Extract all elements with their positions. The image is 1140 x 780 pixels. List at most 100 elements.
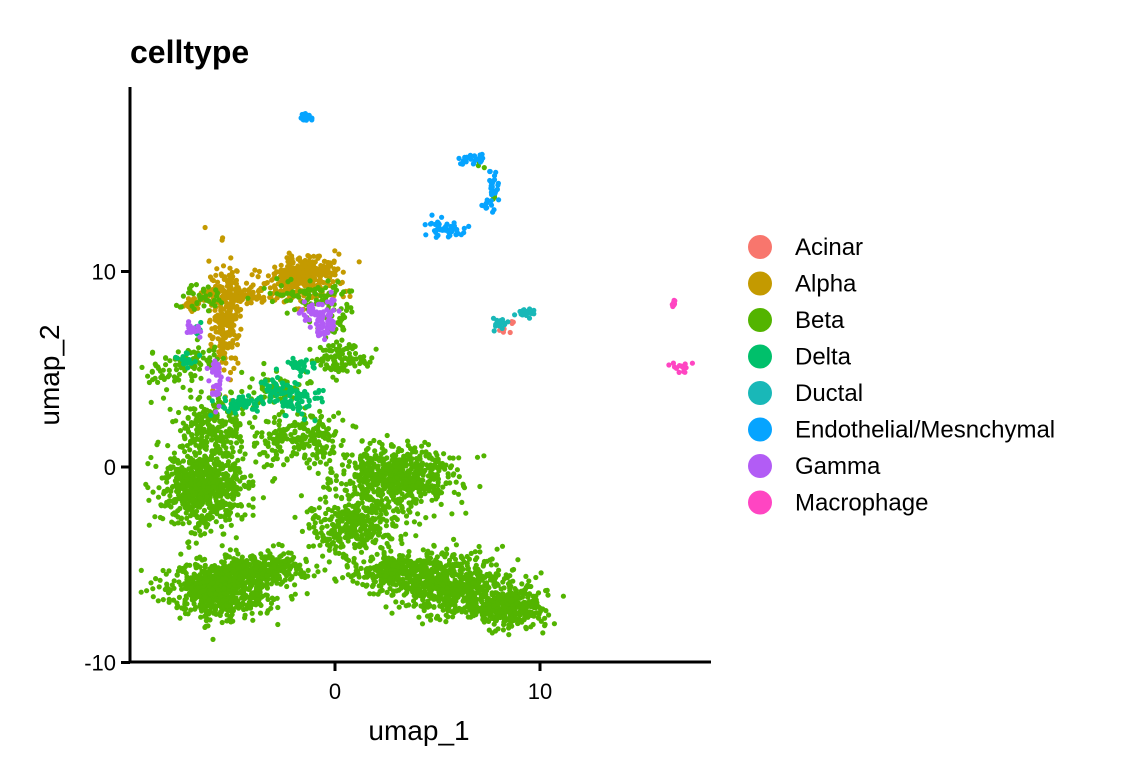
data-point — [218, 483, 224, 489]
data-point — [509, 567, 515, 573]
data-point — [320, 423, 326, 430]
data-point — [249, 554, 255, 560]
data-point — [244, 579, 250, 585]
data-point — [234, 268, 240, 274]
data-point — [236, 333, 242, 339]
data-point — [370, 556, 376, 562]
data-point — [209, 476, 215, 482]
data-point — [222, 490, 228, 497]
data-point — [370, 539, 376, 545]
data-point — [361, 559, 367, 565]
data-point — [229, 487, 236, 493]
data-point — [150, 489, 156, 495]
data-point — [192, 406, 198, 412]
data-point — [189, 597, 195, 603]
data-point — [470, 612, 476, 618]
data-point — [327, 450, 333, 457]
data-point — [365, 445, 371, 451]
data-point — [449, 511, 455, 517]
data-point — [240, 600, 246, 606]
data-point — [145, 484, 151, 491]
data-point — [403, 603, 409, 609]
data-point — [417, 488, 423, 495]
data-point — [391, 452, 397, 458]
data-point — [168, 504, 174, 510]
data-point — [240, 411, 246, 417]
data-point — [473, 562, 479, 568]
data-point — [393, 599, 399, 605]
data-point — [282, 558, 288, 564]
data-point — [308, 505, 315, 512]
data-point — [288, 593, 294, 600]
data-point — [431, 542, 437, 548]
data-point — [331, 534, 337, 541]
data-point — [212, 608, 218, 614]
data-point — [215, 603, 221, 609]
data-point — [289, 268, 295, 274]
data-point — [422, 588, 428, 595]
data-point — [174, 488, 180, 494]
data-point — [185, 453, 191, 459]
data-point — [237, 294, 243, 300]
data-point — [321, 517, 328, 523]
data-point — [379, 502, 385, 508]
data-point — [213, 456, 219, 462]
data-point — [454, 467, 460, 473]
data-point — [413, 449, 419, 455]
data-point — [138, 567, 144, 574]
data-point — [210, 580, 216, 586]
data-point — [252, 267, 258, 273]
data-point — [188, 394, 194, 400]
data-point — [351, 518, 358, 525]
data-point — [306, 253, 312, 259]
data-point — [390, 494, 396, 500]
data-point — [177, 505, 183, 512]
data-point — [213, 477, 219, 483]
data-point — [390, 581, 396, 587]
data-point — [153, 463, 159, 469]
data-point — [198, 470, 204, 476]
data-point — [443, 480, 449, 487]
data-point — [421, 584, 427, 590]
data-point — [205, 623, 211, 629]
data-point — [317, 496, 323, 502]
data-point — [205, 521, 211, 528]
data-point — [204, 494, 210, 500]
data-point — [242, 615, 248, 621]
data-point — [509, 606, 516, 612]
data-point — [530, 621, 536, 628]
data-point — [266, 554, 273, 560]
data-point — [435, 482, 441, 488]
data-point — [506, 632, 512, 638]
data-point — [221, 590, 228, 596]
data-point — [359, 438, 365, 444]
data-point — [189, 469, 195, 475]
data-point — [339, 279, 345, 285]
data-point — [454, 561, 461, 567]
data-point — [386, 504, 392, 510]
data-point — [217, 450, 223, 456]
data-point — [242, 451, 248, 457]
data-point — [179, 443, 185, 449]
data-point — [451, 489, 457, 495]
data-point — [433, 450, 439, 456]
data-point — [297, 562, 303, 568]
data-point — [399, 565, 405, 571]
data-point — [267, 432, 273, 438]
data-point — [480, 563, 486, 569]
data-point — [226, 583, 232, 589]
data-point — [381, 533, 387, 539]
data-point — [198, 490, 204, 496]
data-point — [536, 604, 542, 610]
data-point — [420, 558, 427, 564]
data-point — [219, 273, 225, 279]
data-point — [267, 285, 273, 291]
data-point — [468, 604, 474, 611]
data-point — [215, 565, 221, 571]
data-point — [214, 266, 220, 272]
data-point — [203, 419, 209, 425]
data-point — [227, 265, 233, 271]
data-point — [188, 607, 194, 613]
data-point — [325, 259, 331, 266]
